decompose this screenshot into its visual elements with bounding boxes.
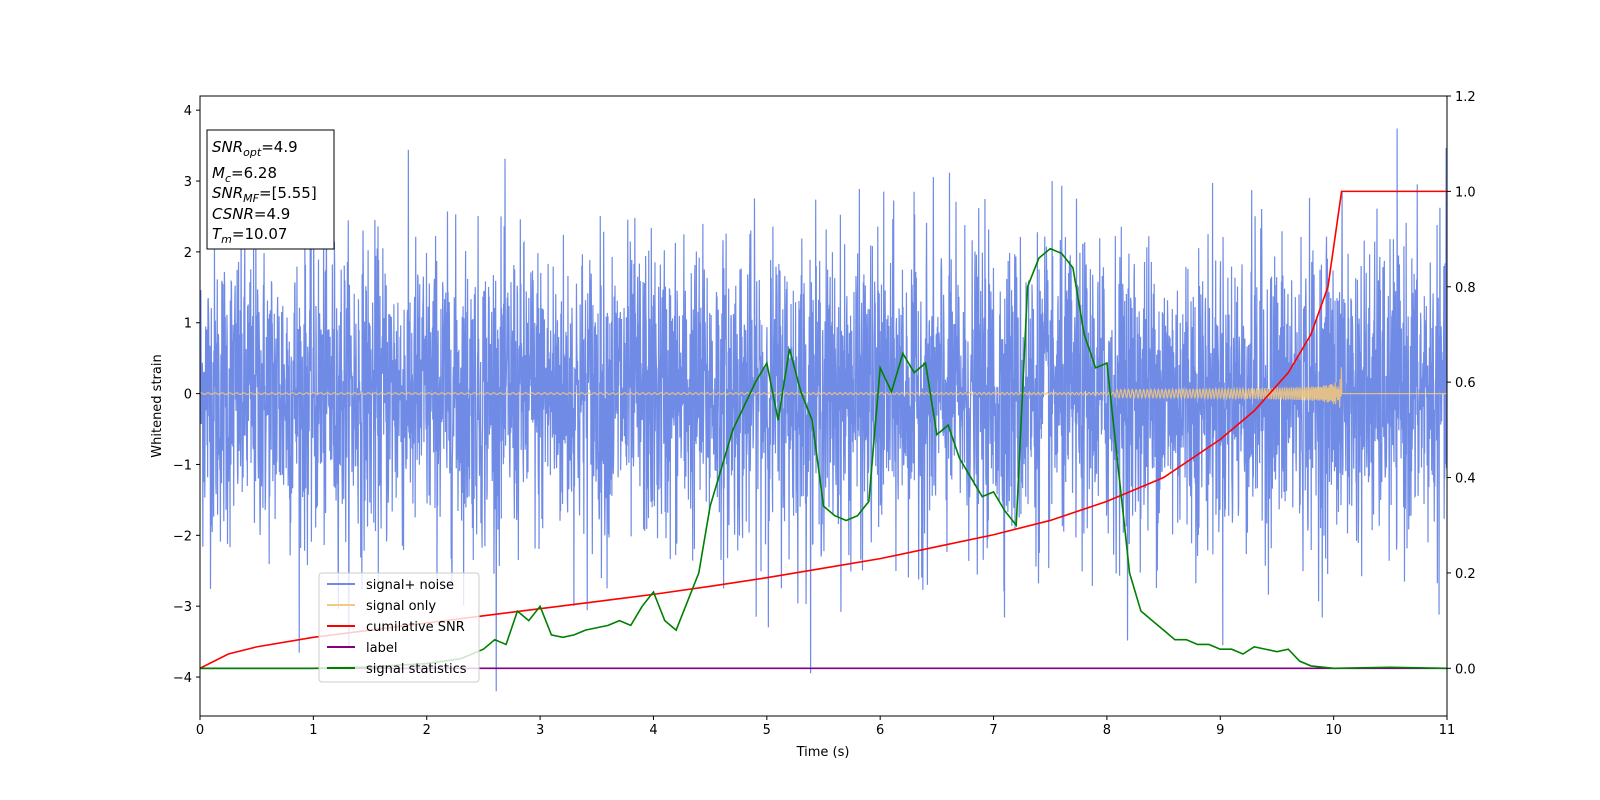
series-signal-statistics [200,247,1447,670]
y2-tick-label: 1.0 [1455,185,1476,200]
y-axis-label: Whitened strain [150,354,165,457]
x-tick-label: 6 [876,723,884,738]
y2-tick-label: 0.0 [1455,662,1476,677]
y-tick-label: −1 [173,458,192,473]
info-snr-mf: SNRMF=[5.55] [212,184,317,205]
info-csnr: CSNR=4.9 [212,205,290,223]
legend-label: signal only [366,599,436,614]
x-tick-label: 3 [536,723,544,738]
x-tick-label: 9 [1216,723,1224,738]
x-tick-label: 7 [989,723,997,738]
x-tick-label: 1 [309,723,317,738]
legend: signal+ noise signal only cumilative SNR la… [318,572,480,683]
legend-label: cumilative SNR [366,620,465,635]
y-tick-label: 3 [184,175,192,190]
series-signal-only [200,367,1447,408]
legend-label: signal statistics [366,662,467,677]
series-signal-noise [200,128,1447,692]
legend-label: signal+ noise [366,578,454,593]
info-tm: Tm=10.07 [212,225,287,246]
y-tick-label: 4 [184,104,192,119]
y-tick-label: −2 [173,529,192,544]
x-tick-label: 8 [1103,723,1111,738]
x-tick-label: 10 [1325,723,1342,738]
x-axis: 0 1 2 3 4 5 6 7 8 9 10 11 [196,716,1455,738]
info-box-frame [206,129,335,250]
info-mc: Mc=6.28 [212,164,277,185]
x-tick-label: 2 [423,723,431,738]
y2-tick-label: 0.4 [1455,472,1476,487]
x-axis-label: Time (s) [796,745,850,760]
y2-tick-label: 0.8 [1455,281,1476,296]
legend-label: label [366,641,397,656]
y-tick-label: 2 [184,246,192,261]
x-tick-label: 4 [649,723,657,738]
x-tick-label: 0 [196,723,204,738]
info-snr-opt: SNRopt=4.9 [212,138,298,159]
y-tick-label: 0 [184,388,192,403]
y-tick-label: 1 [184,317,192,332]
x-tick-label: 5 [763,723,771,738]
x-tick-label: 11 [1439,723,1456,738]
y-tick-label: −3 [173,600,192,615]
y2-tick-label: 1.2 [1455,90,1476,105]
legend-frame [318,572,480,683]
y-axis-right: 1.2 1.0 0.8 0.6 0.4 0.2 0.0 [1447,90,1476,677]
y-axis-left: 4 3 2 1 0 −1 −2 −3 −4 [173,104,200,686]
axes-frame [199,95,1448,717]
y2-tick-label: 0.2 [1455,567,1476,582]
legend-items: signal+ noise signal only cumilative SNR la… [327,578,467,677]
info-box: SNRopt=4.9 Mc=6.28 SNRMF=[5.55] CSNR=4.9… [206,129,335,250]
y2-tick-label: 0.6 [1455,376,1476,391]
y-tick-label: −4 [173,671,192,686]
